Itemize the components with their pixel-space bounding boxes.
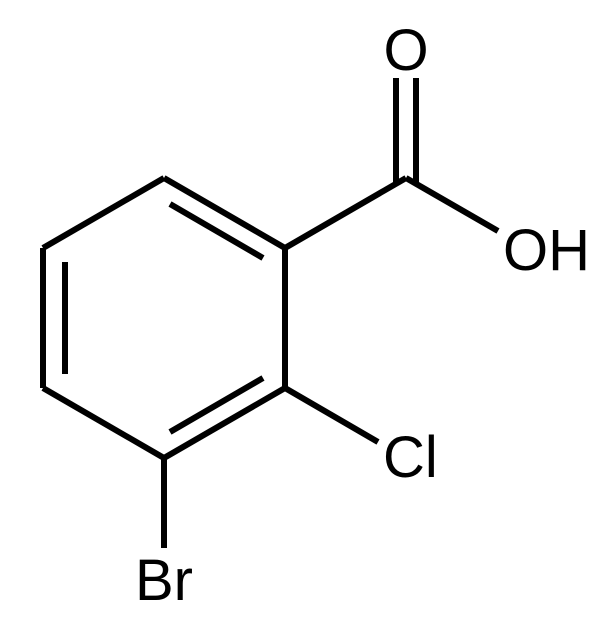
bond-c2-c3-db <box>170 378 263 432</box>
bond-c5-c6 <box>43 178 164 248</box>
molecule-diagram: O OH Cl Br <box>0 0 596 640</box>
bond-c1-c7 <box>285 178 406 248</box>
atom-oh: OH <box>503 218 590 283</box>
bond-c2-cl <box>285 388 378 442</box>
atom-cl: Cl <box>383 425 438 490</box>
atom-br: Br <box>135 548 193 613</box>
bond-c3-c4 <box>43 388 164 458</box>
atom-o-double: O <box>383 18 428 83</box>
bond-c6-c1-db <box>170 204 263 258</box>
bond-c7-oh <box>406 178 498 231</box>
